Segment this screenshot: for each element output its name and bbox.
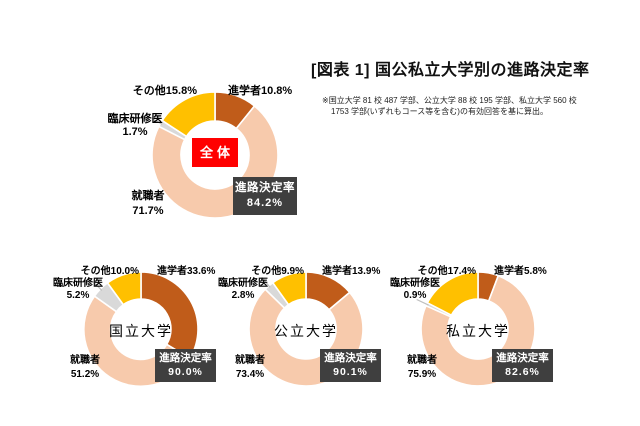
label-employed-value: 73.4%: [235, 369, 265, 380]
center-label-public: 公立大学: [274, 323, 338, 339]
label-clinical-resident-value: 2.8%: [231, 290, 255, 301]
rate-box-overall: 進路決定率 84.2%: [233, 177, 297, 215]
label-other: その他17.4%: [417, 266, 476, 277]
rate-box-title: 進路決定率: [324, 352, 377, 364]
label-other: その他10.0%: [80, 266, 139, 277]
donut-chart-public: その他9.9% 進学者13.9% 臨床研修医 2.8% 就職者 73.4% 公立…: [206, 258, 406, 398]
rate-box-private: 進路決定率 82.6%: [492, 349, 553, 382]
label-clinical-resident-value: 0.9%: [403, 290, 427, 301]
figure-note-line2: 1753 学部(いずれもコース等を含む)の有効回答を基に算出。: [331, 107, 548, 116]
rate-box-value: 90.0%: [168, 366, 203, 378]
rate-box-value: 84.2%: [246, 197, 284, 209]
label-advancers: 進学者5.8%: [494, 266, 547, 277]
label-clinical-resident-name: 臨床研修医: [107, 113, 163, 125]
rate-box-title: 進路決定率: [496, 352, 549, 364]
label-clinical-resident: 臨床研修医 1.7%: [90, 113, 180, 139]
center-label-national: 国立大学: [109, 323, 173, 339]
rate-box-value: 82.6%: [505, 366, 540, 378]
label-other: その他15.8%: [132, 85, 197, 97]
label-advancers: 進学者13.9%: [322, 266, 381, 277]
label-clinical-resident: 臨床研修医 0.9%: [370, 278, 460, 302]
label-clinical-resident-value: 1.7%: [122, 126, 148, 138]
label-advancers: 進学者33.6%: [157, 266, 216, 277]
center-label-private: 私立大学: [446, 323, 510, 339]
label-employed: 就職者 51.2%: [40, 354, 130, 382]
center-label-overall: 全体: [192, 138, 238, 167]
figure-note-line1: ※国立大学 81 校 487 学部、公立大学 88 校 195 学部、私立大学 …: [322, 96, 577, 105]
rate-box-title: 進路決定率: [159, 352, 212, 364]
label-employed-value: 75.9%: [407, 369, 437, 380]
label-employed-value: 51.2%: [70, 369, 100, 380]
label-clinical-resident: 臨床研修医 5.2%: [33, 278, 123, 302]
label-employed: 就職者 71.7%: [103, 189, 193, 219]
label-clinical-resident-name: 臨床研修医: [53, 278, 103, 289]
label-employed-name: 就職者: [131, 190, 165, 202]
figure-title: [図表 1] 国公私立大学別の進路決定率: [311, 62, 590, 79]
label-employed-name: 就職者: [70, 355, 100, 366]
label-employed: 就職者 73.4%: [205, 354, 295, 382]
label-employed: 就職者 75.9%: [377, 354, 467, 382]
label-clinical-resident: 臨床研修医 2.8%: [198, 278, 288, 302]
rate-box-value: 90.1%: [333, 366, 368, 378]
label-clinical-resident-name: 臨床研修医: [218, 278, 268, 289]
donut-chart-private: その他17.4% 進学者5.8% 臨床研修医 0.9% 就職者 75.9% 私立…: [378, 258, 578, 398]
rate-box-title: 進路決定率: [235, 182, 295, 194]
label-employed-name: 就職者: [407, 355, 437, 366]
label-other: その他9.9%: [251, 266, 304, 277]
label-clinical-resident-value: 5.2%: [66, 290, 90, 301]
donut-chart-national: その他10.0% 進学者33.6% 臨床研修医 5.2% 就職者 51.2% 国…: [41, 258, 241, 398]
label-clinical-resident-name: 臨床研修医: [390, 278, 440, 289]
label-employed-name: 就職者: [235, 355, 265, 366]
label-advancers: 進学者10.8%: [228, 85, 293, 97]
rate-box-public: 進路決定率 90.1%: [320, 349, 381, 382]
rate-box-national: 進路決定率 90.0%: [155, 349, 216, 382]
donut-chart-overall: その他15.8% 進学者10.8% 臨床研修医 1.7% 就職者 71.7% 全…: [80, 78, 315, 238]
label-employed-value: 71.7%: [132, 205, 164, 217]
